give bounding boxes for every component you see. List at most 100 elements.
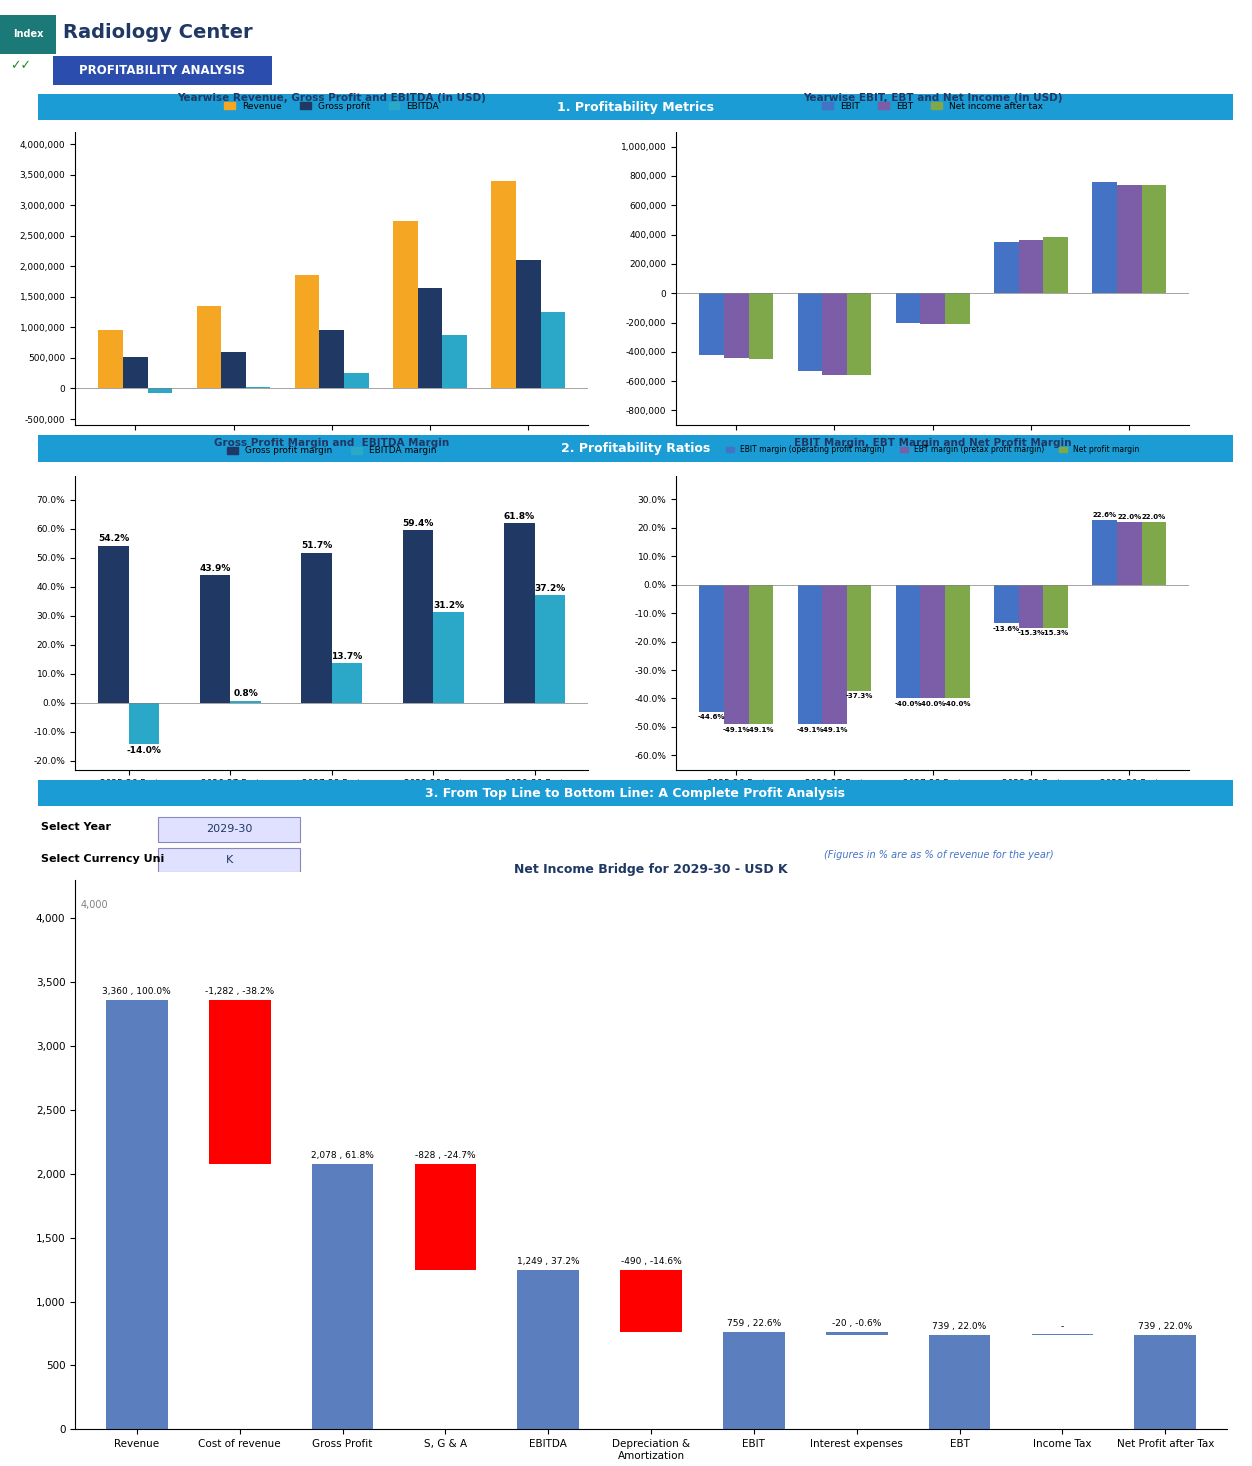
Bar	[1142, 522, 1166, 585]
Text: -37.3%: -37.3%	[845, 693, 873, 699]
Text: 739 , 22.0%: 739 , 22.0%	[933, 1322, 987, 1331]
Text: -15.3%: -15.3%	[1018, 630, 1044, 636]
Text: 759 , 22.6%: 759 , 22.6%	[726, 1319, 781, 1328]
Text: 61.8%: 61.8%	[503, 512, 535, 520]
Bar	[1043, 237, 1068, 293]
Bar	[896, 293, 920, 323]
Text: 3. From Top Line to Bottom Line: A Complete Profit Analysis: 3. From Top Line to Bottom Line: A Compl…	[426, 787, 845, 799]
Title: Gross Profit Margin and  EBITDA Margin: Gross Profit Margin and EBITDA Margin	[214, 438, 449, 449]
Text: -49.1%: -49.1%	[747, 727, 775, 733]
Text: -1,282 , -38.2%: -1,282 , -38.2%	[205, 987, 274, 995]
Bar	[945, 585, 969, 698]
Bar	[414, 1164, 476, 1270]
Bar	[123, 358, 148, 388]
Bar	[724, 585, 749, 724]
Text: Index: Index	[13, 29, 44, 40]
Text: -15.3%: -15.3%	[1042, 630, 1069, 636]
Text: 2,078 , 61.8%: 2,078 , 61.8%	[310, 1151, 374, 1160]
Bar	[846, 585, 871, 690]
Text: 22.0%: 22.0%	[1142, 513, 1166, 520]
Text: -490 , -14.6%: -490 , -14.6%	[621, 1256, 681, 1265]
Text: 2029-30: 2029-30	[205, 824, 253, 834]
Text: -40.0%: -40.0%	[894, 701, 921, 707]
Legend: EBIT margin (operating profit margin), EBT margin (pretax profit margin), Net pr: EBIT margin (operating profit margin), E…	[724, 443, 1142, 457]
Legend: Revenue, Gross profit, EBITDA: Revenue, Gross profit, EBITDA	[220, 98, 443, 114]
Bar	[418, 287, 442, 388]
Text: (Figures in % are as % of revenue for the year): (Figures in % are as % of revenue for th…	[824, 850, 1053, 861]
Bar	[945, 293, 969, 324]
Title: EBIT Margin, EBT Margin and Net Profit Margin: EBIT Margin, EBT Margin and Net Profit M…	[794, 438, 1072, 449]
Bar	[1019, 240, 1043, 293]
Bar	[393, 220, 418, 388]
Title: Net Income Bridge for 2029-30 - USD K: Net Income Bridge for 2029-30 - USD K	[515, 862, 788, 875]
Text: -828 , -24.7%: -828 , -24.7%	[416, 1151, 476, 1160]
Bar	[99, 330, 123, 388]
Bar	[929, 1336, 990, 1429]
Bar	[403, 531, 433, 702]
Bar	[724, 1333, 785, 1429]
Legend: EBIT, EBT, Net income after tax: EBIT, EBT, Net income after tax	[819, 98, 1047, 114]
Text: -44.6%: -44.6%	[697, 714, 725, 720]
Text: 4,000: 4,000	[80, 900, 108, 910]
Text: -: -	[1060, 1322, 1064, 1331]
Text: 22.6%: 22.6%	[1093, 512, 1117, 517]
Bar	[106, 1000, 168, 1429]
Text: 43.9%: 43.9%	[199, 564, 230, 573]
Bar	[724, 293, 749, 358]
Text: -49.1%: -49.1%	[821, 727, 849, 733]
Bar	[319, 330, 344, 388]
Title: Yearwise Revenue, Gross Profit and EBITDA (in USD): Yearwise Revenue, Gross Profit and EBITD…	[178, 94, 486, 104]
Bar	[332, 663, 362, 702]
Text: -14.0%: -14.0%	[126, 746, 162, 755]
Bar	[158, 817, 300, 841]
Text: 3,360 , 100.0%: 3,360 , 100.0%	[103, 987, 172, 995]
Bar	[1043, 585, 1068, 627]
Text: 54.2%: 54.2%	[98, 534, 129, 544]
Bar	[517, 1270, 578, 1429]
Bar	[823, 585, 846, 724]
Text: 0.8%: 0.8%	[233, 689, 258, 698]
Text: 37.2%: 37.2%	[535, 583, 566, 592]
Bar	[846, 293, 871, 375]
Bar	[245, 387, 270, 388]
Text: -13.6%: -13.6%	[993, 626, 1020, 632]
Bar	[129, 702, 159, 743]
Text: 2. Profitability Ratios: 2. Profitability Ratios	[561, 443, 710, 454]
Text: -40.0%: -40.0%	[944, 701, 972, 707]
Bar	[197, 306, 222, 388]
Bar	[826, 1333, 888, 1336]
Bar	[1093, 520, 1117, 585]
Bar	[492, 180, 516, 388]
Bar	[1117, 185, 1142, 293]
Bar	[535, 595, 565, 702]
Text: 13.7%: 13.7%	[332, 652, 363, 661]
Text: ✓✓: ✓✓	[10, 60, 31, 72]
Bar	[344, 372, 368, 388]
Bar	[620, 1270, 682, 1333]
Text: 22.0%: 22.0%	[1117, 513, 1142, 520]
Bar	[148, 388, 172, 393]
Text: -40.0%: -40.0%	[919, 701, 947, 707]
Bar	[302, 553, 332, 702]
Text: 739 , 22.0%: 739 , 22.0%	[1138, 1322, 1192, 1331]
Bar	[1142, 185, 1166, 293]
Bar	[295, 276, 319, 388]
Legend: Gross profit margin, EBITDA margin: Gross profit margin, EBITDA margin	[224, 443, 439, 459]
Bar	[230, 701, 260, 702]
Text: 1. Profitability Metrics: 1. Profitability Metrics	[557, 101, 714, 113]
Bar	[1093, 182, 1117, 293]
Bar	[749, 585, 772, 724]
Bar	[158, 847, 300, 872]
Bar	[994, 585, 1019, 623]
Bar	[700, 293, 724, 355]
Bar	[433, 613, 463, 702]
Text: -49.1%: -49.1%	[722, 727, 750, 733]
Bar	[749, 293, 772, 359]
Bar	[798, 585, 823, 724]
Bar	[920, 585, 945, 698]
Bar	[994, 242, 1019, 293]
Text: Select Year: Select Year	[41, 821, 111, 831]
Text: 31.2%: 31.2%	[433, 601, 464, 610]
Title: Yearwise EBIT, EBT and Net Income (in USD): Yearwise EBIT, EBT and Net Income (in US…	[803, 94, 1063, 104]
Bar	[200, 576, 230, 702]
